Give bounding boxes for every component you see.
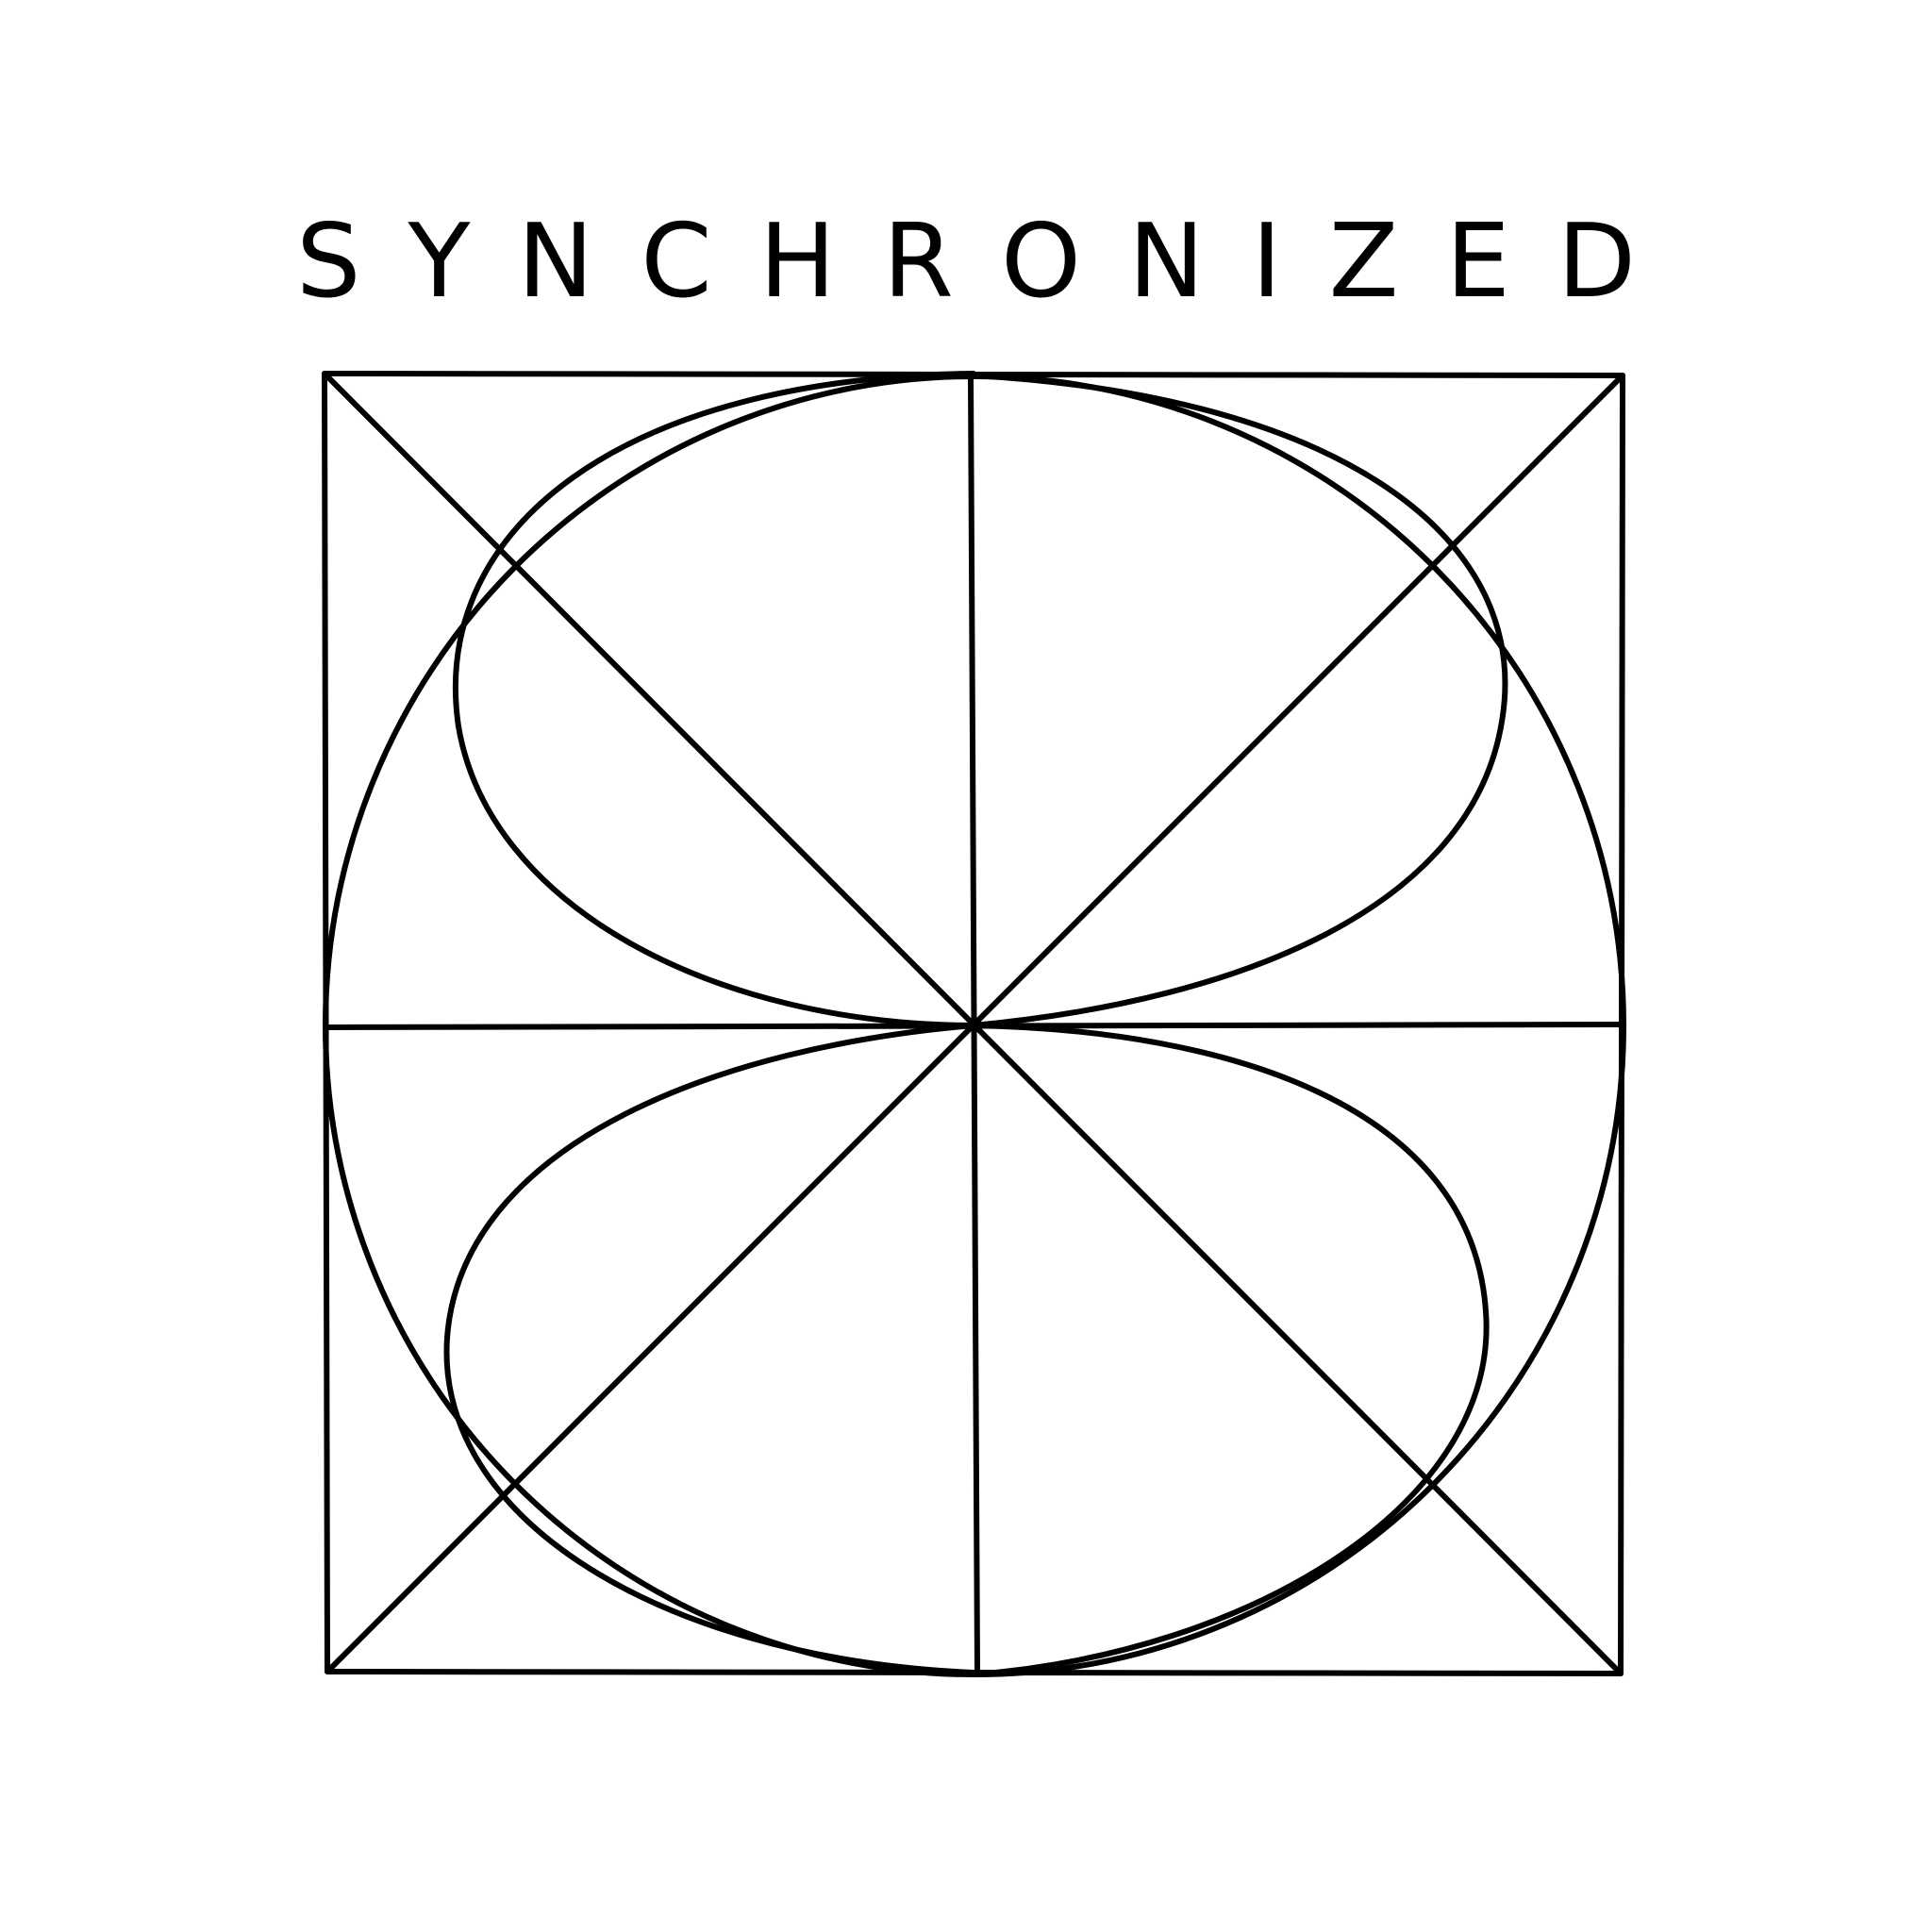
s-curve-inner-bottom-icon bbox=[443, 1023, 976, 1675]
s-curve-inner-top-icon bbox=[971, 373, 1508, 1028]
brand-wordmark: SYNCHRONIZED bbox=[295, 203, 1683, 321]
